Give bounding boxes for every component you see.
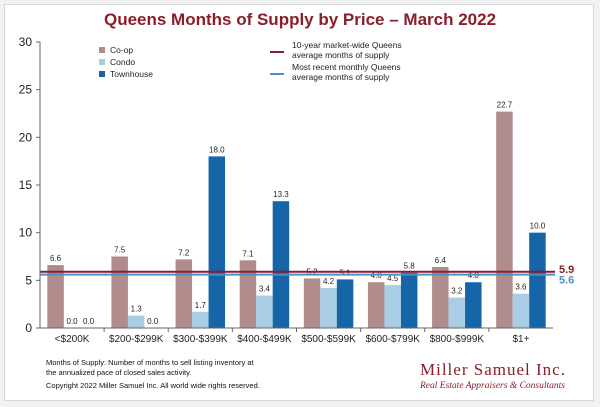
data-label-condo: 4.2	[323, 277, 335, 286]
ref-value-recent: 5.6	[559, 275, 574, 287]
bar-coop	[432, 266, 449, 328]
bar-condo	[192, 311, 209, 328]
bar-condo	[320, 287, 337, 328]
y-tick-label: 25	[19, 83, 33, 97]
data-label-condo: 0.0	[67, 317, 79, 326]
legend-label-avg10: average months of supply	[292, 50, 390, 60]
y-tick-label: 20	[19, 130, 33, 144]
legend-label-condo: Condo	[110, 57, 135, 67]
x-tick-label: $400-$499K	[237, 334, 292, 345]
bar-townhouse	[400, 272, 418, 328]
data-label-coop: 7.5	[114, 246, 126, 255]
bar-townhouse	[465, 282, 482, 328]
data-label-coop: 7.1	[242, 249, 254, 258]
bar-coop	[47, 265, 64, 328]
x-tick-label: <$200K	[55, 334, 90, 345]
bar-townhouse	[208, 156, 226, 328]
legend-swatch-townhouse	[99, 71, 105, 77]
bar-coop	[496, 111, 513, 329]
bar-coop	[367, 282, 385, 328]
data-label-coop: 4.8	[371, 271, 383, 280]
brand-name: Miller Samuel Inc.	[420, 360, 566, 379]
data-label-condo: 4.5	[387, 274, 399, 283]
chart-frame	[4, 4, 594, 401]
data-label-condo: 3.2	[451, 286, 463, 295]
data-label-townhouse: 5.8	[404, 262, 416, 271]
x-tick-label: $300-$399K	[173, 334, 228, 345]
legend-label-recent: Most recent monthly Queens	[292, 62, 401, 72]
bar-townhouse	[272, 201, 290, 328]
brand-logo: Miller Samuel Inc. Real Estate Appraiser…	[420, 360, 566, 391]
y-tick-label: 30	[19, 35, 33, 49]
legend-label-coop: Co-op	[110, 45, 133, 55]
legend-swatch-coop	[99, 47, 105, 53]
bar-townhouse	[529, 232, 546, 328]
y-tick-label: 5	[25, 273, 32, 287]
bar-coop	[239, 260, 257, 328]
data-label-townhouse: 13.3	[273, 190, 289, 199]
copyright-text: Copyright 2022 Miller Samuel Inc. All wo…	[46, 381, 260, 390]
brand-tagline: Real Estate Appraisers & Consultants	[420, 381, 565, 391]
legend-label-avg10: 10-year market-wide Queens	[292, 40, 402, 50]
bar-condo	[448, 297, 466, 328]
ref-value-avg10: 5.9	[559, 264, 574, 276]
footnote-line-2: the annualized pace of closed sales acti…	[46, 368, 192, 377]
legend-label-recent: average months of supply	[292, 72, 390, 82]
data-label-townhouse: 5.1	[340, 268, 352, 277]
x-tick-label: $600-$799K	[365, 334, 420, 345]
data-label-coop: 6.6	[50, 254, 62, 263]
data-label-townhouse: 0.0	[83, 317, 95, 326]
data-label-townhouse: 10.0	[530, 222, 546, 231]
data-label-coop: 6.4	[435, 256, 447, 265]
y-tick-label: 10	[19, 226, 33, 240]
x-tick-label: $200-$299K	[109, 334, 164, 345]
data-label-condo: 3.6	[515, 283, 527, 292]
data-label-coop: 22.7	[497, 101, 513, 110]
y-tick-label: 0	[25, 321, 32, 335]
footnote: Months of Supply: Number of months to se…	[46, 358, 260, 391]
data-label-coop: 7.2	[178, 248, 190, 257]
bar-condo	[384, 285, 401, 328]
data-label-townhouse: 18.0	[209, 145, 225, 154]
data-label-condo: 1.3	[131, 305, 143, 314]
bar-coop	[303, 278, 321, 328]
data-label-condo: 3.4	[259, 285, 271, 294]
data-label-townhouse: 0.0	[147, 317, 159, 326]
x-tick-label: $500-$599K	[301, 334, 356, 345]
chart-title: Queens Months of Supply by Price – March…	[103, 10, 497, 29]
bar-condo	[256, 295, 273, 328]
data-label-condo: 1.7	[195, 301, 207, 310]
data-label-townhouse: 4.8	[468, 271, 480, 280]
footnote-line-1: Months of Supply: Number of months to se…	[46, 358, 254, 367]
bar-coop	[175, 259, 193, 328]
y-tick-label: 15	[19, 178, 33, 192]
legend-swatch-condo	[99, 59, 105, 65]
x-tick-label: $800-$999K	[430, 334, 485, 345]
x-tick-label: $1+	[512, 334, 529, 345]
bar-condo	[512, 293, 530, 328]
bar-coop	[111, 256, 128, 328]
bar-townhouse	[336, 279, 354, 328]
bar-condo	[127, 315, 145, 328]
legend-label-townhouse: Townhouse	[110, 69, 153, 79]
